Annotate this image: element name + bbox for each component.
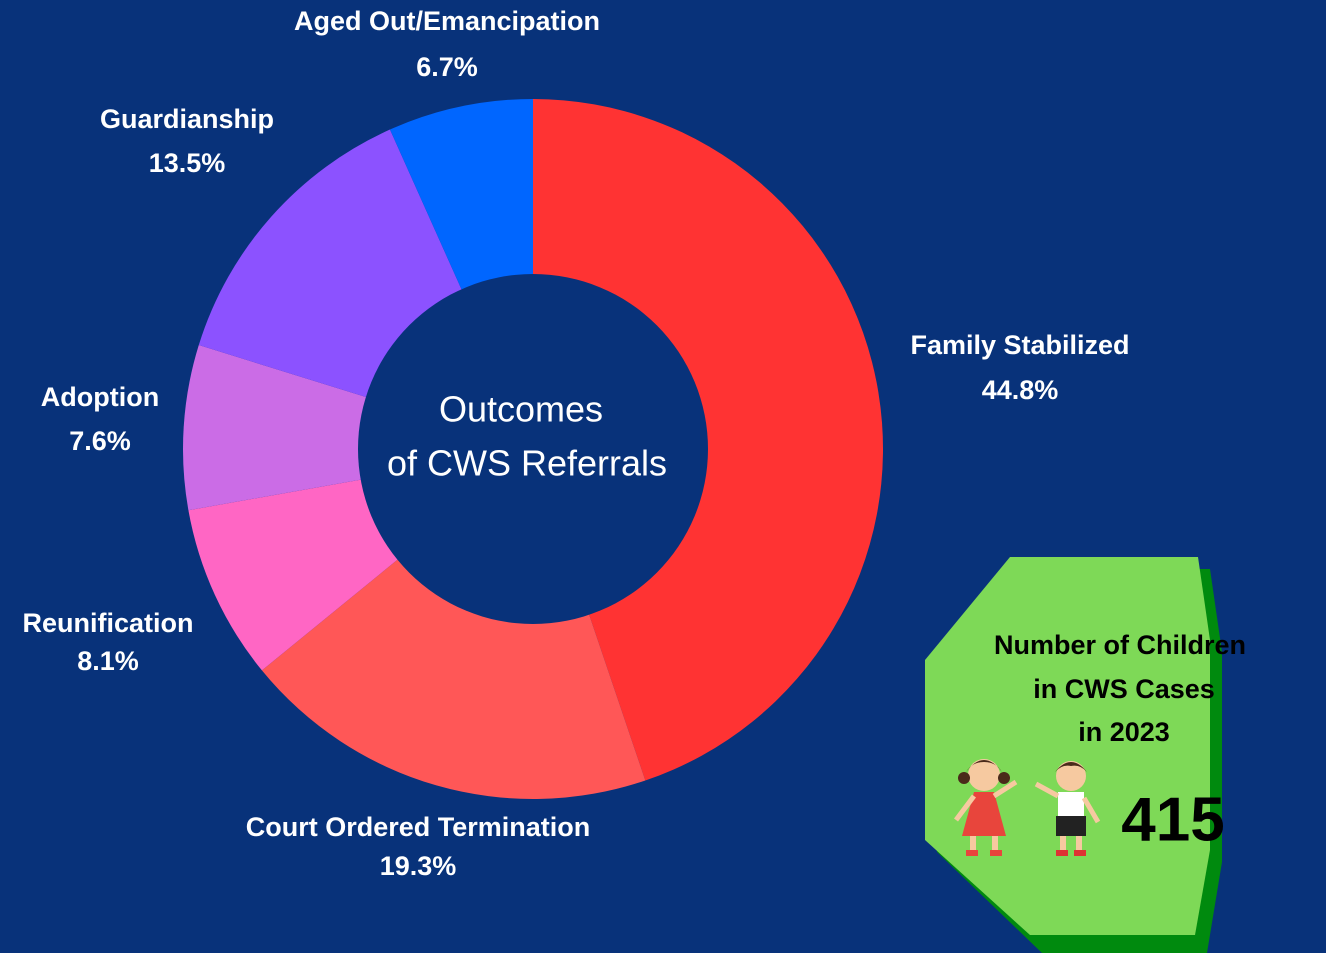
slice-value: 6.7% — [416, 52, 478, 82]
center-title: Outcomes — [439, 389, 603, 430]
slice-value: 13.5% — [149, 148, 226, 178]
center-title: of CWS Referrals — [387, 443, 667, 484]
slice-name: Adoption — [41, 382, 159, 412]
slice-value: 7.6% — [69, 426, 131, 456]
box-value: 415 — [1121, 785, 1224, 854]
slice-name: Family Stabilized — [910, 330, 1129, 360]
slice-value: 44.8% — [982, 375, 1059, 405]
box-text: Number of Children — [994, 630, 1246, 660]
slice-name: Reunification — [22, 608, 193, 638]
slice-name: Court Ordered Termination — [246, 812, 591, 842]
chart: Outcomes of CWS Referrals Family Stabili… — [0, 0, 1326, 953]
slice-name: Aged Out/Emancipation — [294, 6, 600, 36]
slice-value: 8.1% — [77, 646, 139, 676]
box-text: in 2023 — [1078, 717, 1170, 747]
slice-value: 19.3% — [380, 851, 457, 881]
box-text: in CWS Cases — [1033, 674, 1215, 704]
slice-name: Guardianship — [100, 104, 274, 134]
